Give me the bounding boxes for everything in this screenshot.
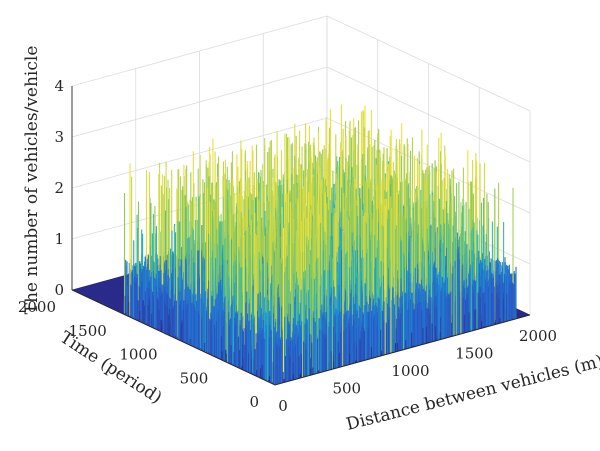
surface-plot: 0500100015002000050010001500200001234 Di… xyxy=(0,0,600,451)
